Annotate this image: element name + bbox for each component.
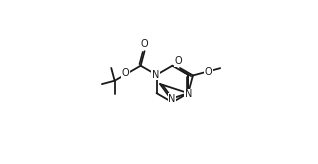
Text: O: O [205, 67, 212, 77]
Text: O: O [122, 68, 130, 78]
Text: N: N [152, 70, 159, 80]
Text: N: N [168, 94, 176, 104]
Text: N: N [184, 89, 192, 99]
Text: O: O [175, 56, 183, 66]
Text: O: O [141, 39, 149, 49]
